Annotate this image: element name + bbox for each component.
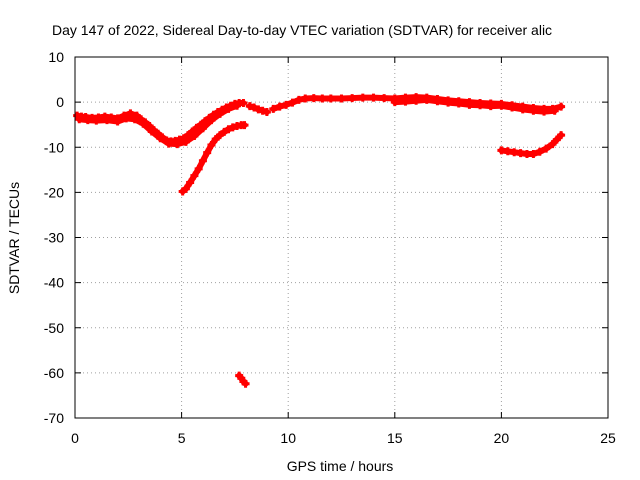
y-tick-label: -40 xyxy=(44,275,64,291)
x-tick-label: 5 xyxy=(178,430,186,446)
series-main-arc-lower-band xyxy=(75,101,242,149)
x-tick-label: 15 xyxy=(387,430,403,446)
x-tick-label: 25 xyxy=(600,430,616,446)
chart-title: Day 147 of 2022, Sidereal Day-to-day VTE… xyxy=(52,22,552,38)
y-tick-label: -60 xyxy=(44,365,64,381)
plot-frame xyxy=(74,56,609,419)
y-tick-label: -10 xyxy=(44,139,64,155)
y-tick-label: -70 xyxy=(44,410,64,426)
series-upper-plateau-band xyxy=(390,95,559,116)
grid-lines xyxy=(75,57,608,418)
series-rising-branch xyxy=(178,121,249,196)
x-tick-label: 0 xyxy=(71,430,79,446)
series-late-segment xyxy=(497,131,566,159)
y-axis-label: SDTVAR / TECUs xyxy=(6,182,22,294)
x-tick-label: 10 xyxy=(280,430,296,446)
data-points xyxy=(73,93,566,388)
x-tick-labels: 0 5 10 15 20 25 xyxy=(71,430,616,446)
data-point xyxy=(240,121,249,130)
data-point xyxy=(239,99,248,108)
series-gap-fragment xyxy=(245,102,271,117)
y-tick-label: -30 xyxy=(44,230,64,246)
data-point xyxy=(262,108,271,117)
data-point xyxy=(233,101,242,110)
y-tick-label: -50 xyxy=(44,320,64,336)
y-tick-label: -20 xyxy=(44,184,64,200)
series-outlier xyxy=(235,371,250,388)
data-point xyxy=(241,379,250,388)
y-tick-labels: 10 0 -10 -20 -30 -40 -50 -60 -70 xyxy=(44,49,64,426)
data-point xyxy=(557,102,566,111)
data-point xyxy=(557,131,566,140)
data-point xyxy=(550,106,559,115)
x-tick-label: 20 xyxy=(494,430,510,446)
x-axis-label: GPS time / hours xyxy=(287,458,394,474)
y-tick-label: 0 xyxy=(56,94,64,110)
y-tick-label: 10 xyxy=(48,49,64,65)
